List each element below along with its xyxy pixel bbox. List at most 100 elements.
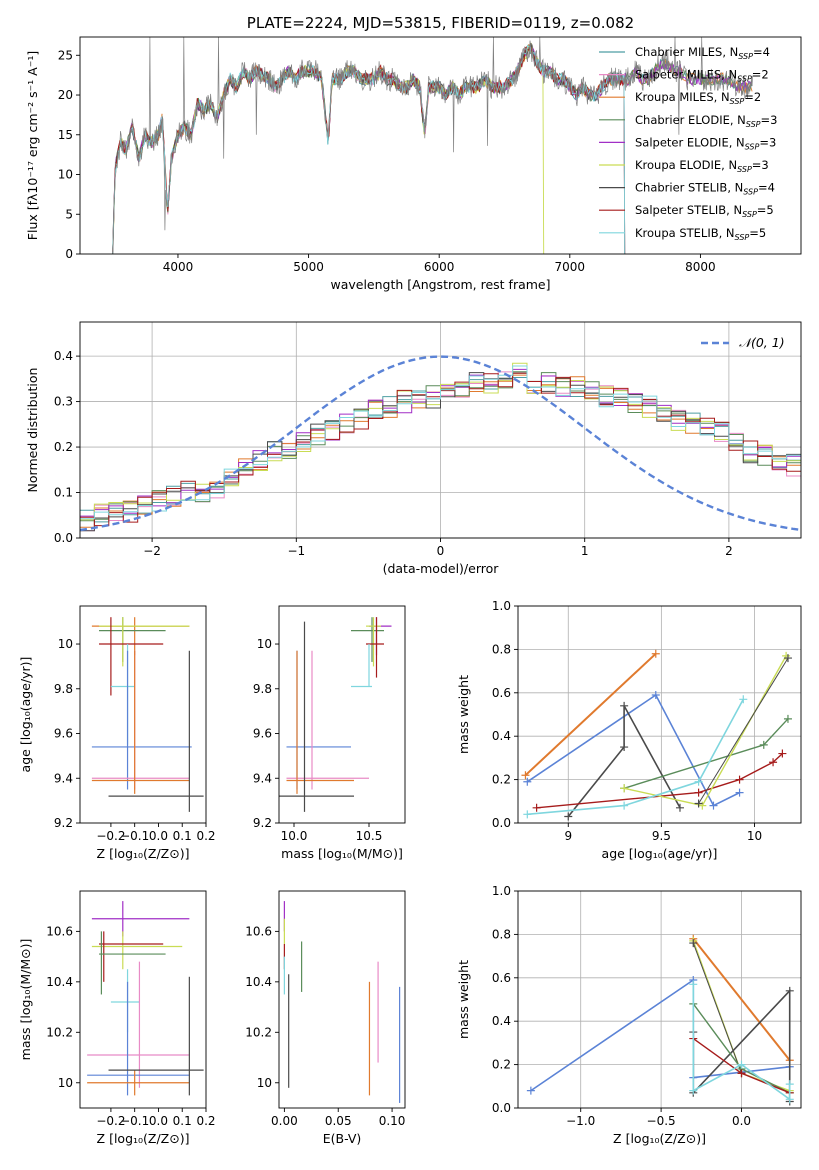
weight-marker [709, 801, 718, 810]
axes-frame [79, 36, 802, 255]
x-tick-label: 2 [725, 544, 733, 558]
weight-marker [783, 714, 792, 723]
weight-marker [675, 803, 684, 812]
chart-weight-vs-age: 9 9.5 10 0.0 0.2 0.4 0.6 0.8 1.0 age [log₁₀(age/y… [456, 599, 802, 861]
y-tick-label: 9.2 [54, 816, 73, 830]
y-axis-label: Flux [fλ10⁻¹⁷ erg cm⁻² s⁻¹ A⁻¹] [25, 51, 40, 240]
axes-frame [517, 890, 802, 1109]
x-tick-label: 6000 [424, 260, 455, 274]
legend: Chabrier MILES, NSSP=4 Salpeter MILES, NS… [599, 45, 777, 242]
weight-marker [689, 980, 698, 989]
chart-age-vs-mass: 10.0 10.5 9.2 9.4 9.6 9.8 10 mass [log₁₀(M/M⊙)] [253, 605, 406, 861]
y-tick-label: 0.0 [54, 531, 73, 545]
x-tick-label: 0 [437, 544, 445, 558]
weight-line [567, 705, 681, 818]
plot-area [526, 934, 794, 1106]
y-tick-label: 9.4 [54, 771, 73, 785]
y-tick-label: 0.0 [492, 1101, 511, 1115]
errorbar-point [99, 931, 166, 995]
axes-frame [79, 605, 207, 824]
y-tick-label: 5 [65, 207, 73, 221]
weight-marker [523, 777, 532, 786]
y-tick-label: 10 [58, 168, 73, 182]
x-tick-label: −0.2 [96, 829, 125, 843]
chart-weight-vs-Z: −1.0 −0.5 0.0 0.0 0.2 0.4 0.6 0.8 1.0 Z [log₁₀(Z/… [456, 884, 802, 1146]
y-tick-label: 0.2 [492, 1058, 511, 1072]
errorbar-point [366, 617, 381, 667]
weight-line [536, 753, 783, 809]
y-tick-label: 0.8 [492, 927, 511, 941]
y-axis-label: mass weight [456, 675, 471, 754]
y-tick-label: 10 [257, 637, 272, 651]
y-tick-label: 10.6 [46, 924, 73, 938]
y-tick-label: 15 [58, 128, 73, 142]
weight-line [527, 698, 745, 816]
y-tick-label: 0.3 [54, 395, 73, 409]
plot-area [91, 617, 204, 812]
y-tick-label: 0.8 [492, 642, 511, 656]
weight-line [623, 655, 787, 807]
x-tick-label: 0.0 [732, 1114, 751, 1128]
plot-area [283, 901, 401, 1103]
x-tick-label: 0.0 [149, 1114, 168, 1128]
x-tick-label: 5000 [293, 260, 324, 274]
y-tick-label: 0.4 [492, 729, 511, 743]
model-line [112, 46, 626, 254]
legend-entry: Kroupa STELIB, NSSP=5 [635, 226, 766, 242]
y-tick-label: 9.2 [253, 816, 272, 830]
x-axis-label: Z [log₁₀(Z/Z⊙)] [613, 1131, 706, 1146]
plot-area [279, 617, 392, 812]
axes-frame [278, 605, 406, 824]
y-tick-label: 0.2 [492, 773, 511, 787]
y-tick-label: 10 [58, 637, 73, 651]
x-axis-label: age [log₁₀(age/yr)] [602, 846, 718, 861]
x-tick-label: 0.2 [196, 829, 215, 843]
chart-spectrum: Chabrier MILES, NSSP=4 Salpeter MILES, NS… [25, 14, 802, 292]
x-tick-label: 1 [581, 544, 589, 558]
y-tick-label: 10.4 [245, 975, 272, 989]
legend-entry: Chabrier ELODIE, NSSP=3 [635, 113, 777, 129]
weight-line [692, 942, 742, 1074]
errorbar-point [286, 650, 369, 790]
weight-marker [694, 788, 703, 797]
x-axis-label: (data-model)/error [383, 561, 500, 576]
errorbar-point [99, 617, 190, 667]
y-axis-label: mass [log₁₀(M/M⊙)] [18, 939, 33, 1061]
weight-marker [783, 654, 792, 663]
errorbar-point [286, 650, 351, 790]
plot-area [87, 901, 204, 1096]
errorbar-point [279, 621, 354, 812]
y-tick-label: 0.6 [492, 686, 511, 700]
errorbar-point [91, 901, 190, 937]
weight-marker [739, 695, 748, 704]
y-tick-label: 0.0 [492, 816, 511, 830]
weight-line [698, 657, 789, 804]
data-spectrum-line [112, 37, 754, 254]
errorbar-point [91, 650, 190, 790]
weight-marker [785, 986, 794, 995]
weight-marker [564, 812, 573, 821]
x-tick-label: 10 [747, 829, 762, 843]
y-tick-label: 0.4 [492, 1014, 511, 1028]
legend-entry: Salpeter STELIB, NSSP=5 [635, 203, 774, 219]
y-axis-label: Normed distribution [25, 368, 40, 493]
legend-entry: Kroupa ELODIE, NSSP=3 [635, 158, 769, 174]
errorbar-point [99, 931, 164, 982]
weight-marker [785, 1095, 794, 1104]
y-axis-label: age [log₁₀(age/yr)] [18, 657, 33, 773]
errorbar-point [286, 650, 354, 794]
x-axis-label: E(B-V) [323, 1131, 362, 1146]
legend-entry: Kroupa MILES, NSSP=2 [635, 90, 761, 106]
model-line [112, 42, 545, 254]
y-tick-label: 9.8 [54, 682, 73, 696]
x-tick-label: 0.00 [271, 1114, 298, 1128]
legend-entry: Salpeter MILES, NSSP=2 [635, 68, 769, 84]
errorbar-point [99, 617, 166, 662]
weight-line [692, 938, 791, 1061]
x-tick-label: −0.1 [120, 1114, 149, 1128]
weight-marker [620, 701, 629, 710]
histogram-step [80, 368, 801, 517]
x-tick-label: 0.2 [196, 1114, 215, 1128]
weight-marker [526, 1086, 535, 1095]
